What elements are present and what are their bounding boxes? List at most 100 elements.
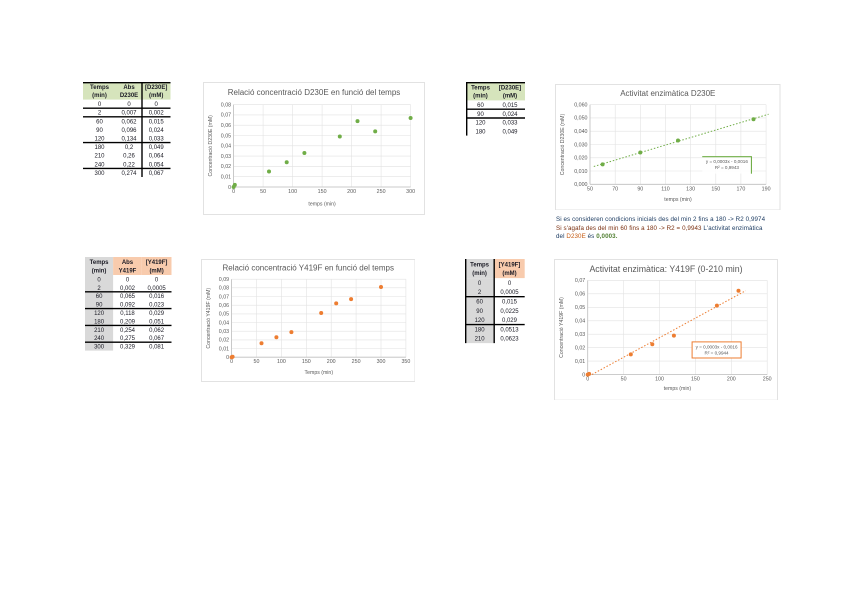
svg-text:180: 180: [94, 319, 105, 325]
svg-text:2: 2: [478, 290, 482, 296]
svg-text:0: 0: [232, 189, 235, 195]
svg-text:0,08: 0,08: [221, 102, 231, 108]
svg-text:180: 180: [95, 145, 106, 151]
svg-text:300: 300: [95, 171, 106, 177]
svg-text:0,092: 0,092: [120, 302, 136, 308]
svg-text:(min): (min): [473, 93, 488, 99]
svg-text:240: 240: [94, 336, 105, 342]
svg-text:170: 170: [737, 186, 746, 192]
svg-text:0,05: 0,05: [218, 311, 228, 317]
svg-text:0,04: 0,04: [575, 318, 585, 324]
svg-text:250: 250: [763, 376, 772, 382]
svg-text:0,040: 0,040: [575, 129, 588, 135]
svg-text:0,2: 0,2: [125, 145, 134, 151]
svg-text:temps (min): temps (min): [664, 386, 692, 392]
svg-text:Y419F: Y419F: [118, 268, 136, 274]
svg-text:0,030: 0,030: [575, 142, 588, 148]
svg-text:90: 90: [96, 128, 103, 134]
svg-text:Temps (min): Temps (min): [304, 370, 333, 376]
svg-text:210: 210: [475, 337, 486, 343]
svg-text:150: 150: [301, 359, 310, 365]
svg-text:0: 0: [98, 102, 102, 108]
svg-text:[Y419F]: [Y419F]: [499, 263, 521, 269]
svg-text:60: 60: [477, 103, 484, 109]
svg-text:0,067: 0,067: [149, 336, 165, 342]
svg-text:0,024: 0,024: [503, 112, 519, 118]
svg-text:90: 90: [638, 186, 644, 192]
svg-text:0,03: 0,03: [221, 153, 231, 159]
svg-text:0,002: 0,002: [149, 111, 165, 117]
svg-text:300: 300: [94, 344, 105, 350]
svg-text:0,010: 0,010: [575, 168, 588, 174]
svg-text:0: 0: [478, 281, 482, 287]
svg-text:0,033: 0,033: [149, 137, 165, 143]
svg-text:350: 350: [401, 359, 410, 365]
svg-text:0,016: 0,016: [149, 294, 165, 300]
svg-text:2: 2: [98, 111, 102, 117]
svg-text:0: 0: [155, 102, 159, 108]
svg-text:90: 90: [95, 302, 102, 308]
svg-text:0,015: 0,015: [503, 103, 519, 109]
svg-text:0,060: 0,060: [575, 102, 588, 108]
svg-text:0,02: 0,02: [218, 337, 228, 343]
svg-text:0,07: 0,07: [221, 112, 231, 118]
svg-text:50: 50: [620, 376, 626, 382]
svg-text:0,01: 0,01: [218, 346, 228, 352]
svg-text:180: 180: [476, 129, 487, 135]
svg-text:90: 90: [476, 309, 483, 315]
svg-text:Temps: Temps: [470, 263, 490, 269]
svg-text:100: 100: [276, 359, 285, 365]
svg-text:0,096: 0,096: [122, 128, 138, 134]
svg-text:2: 2: [97, 285, 101, 291]
svg-text:300: 300: [376, 359, 385, 365]
svg-text:0: 0: [97, 277, 101, 283]
svg-text:0,002: 0,002: [120, 285, 136, 291]
svg-text:100: 100: [655, 376, 664, 382]
svg-text:(min): (min): [92, 93, 107, 99]
svg-text:120: 120: [476, 120, 487, 126]
svg-text:60: 60: [95, 294, 102, 300]
svg-text:0,06: 0,06: [218, 303, 228, 309]
svg-text:300: 300: [406, 189, 415, 195]
svg-text:Concentració D230E (mM): Concentració D230E (mM): [208, 114, 214, 176]
svg-text:Activitat enzimàtica D230E: Activitat enzimàtica D230E: [621, 89, 716, 98]
svg-text:0,015: 0,015: [502, 300, 518, 306]
svg-text:0,000: 0,000: [575, 182, 588, 188]
svg-text:200: 200: [727, 376, 736, 382]
svg-text:120: 120: [475, 318, 486, 324]
svg-text:60: 60: [96, 119, 103, 125]
svg-text:Temps: Temps: [89, 260, 109, 266]
svg-text:0,020: 0,020: [575, 155, 588, 161]
svg-text:temps (min): temps (min): [308, 201, 336, 207]
svg-text:Activitat enzimàtica: Y419F (0: Activitat enzimàtica: Y419F (0-210 min): [589, 264, 742, 274]
svg-text:0,134: 0,134: [122, 137, 138, 143]
svg-text:0,067: 0,067: [149, 171, 165, 177]
svg-text:R² = 0,9944: R² = 0,9944: [704, 350, 729, 355]
svg-text:Concentració Y419F (mM): Concentració Y419F (mM): [206, 287, 212, 348]
svg-text:0,03: 0,03: [218, 329, 228, 335]
svg-text:0,274: 0,274: [122, 171, 138, 177]
svg-text:0,007: 0,007: [122, 111, 138, 117]
svg-text:120: 120: [94, 311, 105, 317]
svg-text:R² = 0,9943: R² = 0,9943: [715, 165, 740, 170]
svg-text:0,22: 0,22: [123, 162, 135, 168]
svg-text:0,0623: 0,0623: [500, 337, 519, 343]
svg-text:Relació concentració Y419F en: Relació concentració Y419F en funció del…: [222, 263, 394, 272]
svg-text:0: 0: [155, 277, 159, 283]
svg-text:(min): (min): [91, 268, 106, 274]
svg-text:temps (min): temps (min): [665, 197, 693, 203]
svg-text:120: 120: [95, 137, 106, 143]
svg-text:0,023: 0,023: [149, 302, 165, 308]
svg-text:(mM): (mM): [503, 93, 517, 99]
svg-text:0: 0: [586, 376, 589, 382]
svg-text:0: 0: [228, 184, 231, 190]
svg-text:[D230E]: [D230E]: [145, 85, 167, 91]
svg-text:130: 130: [686, 186, 695, 192]
svg-text:D230E: D230E: [120, 93, 138, 99]
svg-text:250: 250: [377, 189, 386, 195]
svg-text:0,033: 0,033: [503, 120, 519, 126]
svg-text:(min): (min): [472, 271, 487, 277]
svg-text:Concentració Y419F (mM): Concentració Y419F (mM): [559, 296, 565, 357]
svg-text:110: 110: [662, 186, 670, 192]
svg-text:60: 60: [476, 300, 483, 306]
